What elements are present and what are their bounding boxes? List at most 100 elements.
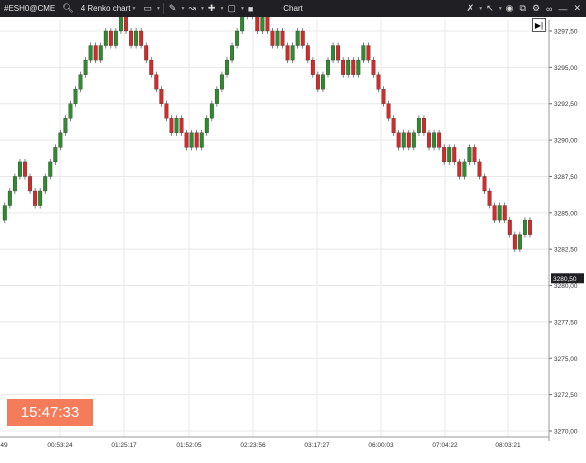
- brick-up: [113, 30, 118, 46]
- scroll-to-end-button[interactable]: ▶|: [532, 18, 546, 32]
- brick-down: [437, 132, 442, 148]
- chevron-down-icon[interactable]: ▼: [497, 5, 503, 12]
- brick-up: [411, 132, 416, 148]
- brick-down: [149, 59, 154, 75]
- brick-down: [442, 147, 447, 163]
- x-tick-label: 03:17:27: [304, 442, 330, 449]
- chevron-down-icon: ▼: [131, 5, 137, 12]
- toolbar-divider: [162, 3, 164, 14]
- chevron-down-icon[interactable]: ▼: [199, 5, 205, 12]
- chevron-down-icon[interactable]: ▼: [239, 5, 245, 12]
- brick-up: [361, 45, 366, 61]
- brick-up: [134, 30, 139, 46]
- candles-icon[interactable]: ▭: [143, 3, 152, 13]
- brick-down: [270, 30, 275, 46]
- brick-down: [376, 74, 381, 90]
- close-icon[interactable]: ✕: [573, 3, 581, 13]
- brick-down: [300, 30, 305, 46]
- brick-up: [43, 176, 48, 192]
- y-tick-label: 3282,50: [554, 247, 578, 254]
- brick-down: [305, 45, 310, 61]
- minimize-icon[interactable]: —: [558, 3, 568, 14]
- last-price-label: 3280,50: [553, 276, 577, 283]
- brick-down: [194, 132, 199, 148]
- chevron-down-icon[interactable]: ▼: [219, 5, 225, 12]
- brick-down: [23, 161, 27, 177]
- plot-background: [0, 20, 549, 437]
- square-icon[interactable]: ■: [247, 3, 254, 14]
- brick-down: [154, 74, 159, 90]
- brick-up: [517, 234, 522, 250]
- link-icon[interactable]: ∞: [546, 3, 553, 14]
- chevron-down-icon[interactable]: ▼: [180, 5, 186, 12]
- chevron-down-icon[interactable]: ▼: [155, 5, 161, 12]
- settings-icon[interactable]: ⚙: [531, 3, 541, 13]
- brick-down: [164, 103, 169, 119]
- brick-up: [432, 132, 436, 148]
- brick-up: [346, 59, 351, 75]
- brick-up: [230, 45, 234, 61]
- brick-down: [108, 30, 113, 46]
- brick-up: [240, 16, 245, 32]
- brick-up: [68, 103, 73, 119]
- brick-down: [265, 16, 270, 32]
- brick-up: [214, 89, 219, 104]
- line-chart-icon[interactable]: ↝: [188, 3, 196, 13]
- brick-up: [73, 89, 78, 104]
- crosshair-icon[interactable]: ✚: [207, 3, 216, 13]
- brick-up: [209, 103, 214, 119]
- brick-down: [507, 219, 512, 235]
- brick-down: [28, 176, 32, 192]
- brick-up: [447, 147, 452, 163]
- brick-down: [179, 118, 184, 133]
- y-tick-label: 3287,50: [554, 174, 578, 181]
- brick-up: [7, 190, 12, 206]
- brick-up: [467, 147, 472, 163]
- brick-up: [119, 16, 123, 32]
- brick-down: [472, 147, 477, 163]
- brick-up: [225, 59, 229, 75]
- brick-up: [98, 45, 103, 61]
- chevron-down-icon[interactable]: ▼: [478, 5, 484, 12]
- chart-type-selector[interactable]: 4 Renko chart ▼: [77, 0, 141, 17]
- chart-toolbar: #ESH0@CME 🔍︎ 4 Renko chart ▼ ▭ ▼ ✎ ▼ ↝ ▼…: [0, 0, 586, 17]
- brick-up: [2, 205, 7, 221]
- clock-time: 15:47:33: [20, 404, 80, 421]
- chart-type-label: 4 Renko chart: [80, 4, 131, 13]
- y-tick-label: 3275,00: [554, 356, 578, 363]
- brick-down: [33, 190, 38, 206]
- symbol-selector[interactable]: #ESH0@CME: [0, 0, 59, 17]
- brick-up: [48, 161, 53, 177]
- brick-down: [528, 219, 532, 235]
- y-tick-label: 3280,00: [554, 283, 578, 290]
- brick-up: [53, 147, 58, 163]
- brick-down: [280, 30, 285, 46]
- y-tick-label: 3277,50: [554, 319, 578, 326]
- search-icon[interactable]: 🔍︎: [62, 3, 74, 13]
- brick-up: [12, 176, 17, 192]
- brick-up: [295, 30, 300, 46]
- brick-up: [103, 30, 108, 46]
- brick-down: [427, 132, 431, 148]
- brick-down: [144, 45, 149, 61]
- copy-icon[interactable]: ⧉: [519, 3, 526, 13]
- brick-up: [462, 161, 467, 177]
- brick-down: [139, 30, 144, 46]
- cursor-icon[interactable]: ↖: [486, 3, 494, 13]
- brick-up: [189, 132, 194, 148]
- brick-up: [235, 30, 240, 46]
- brick-down: [477, 161, 482, 177]
- window-icon[interactable]: ▢: [227, 3, 236, 13]
- y-tick-label: 3270,00: [554, 429, 578, 436]
- magnet-icon[interactable]: ✗: [466, 3, 475, 13]
- camera-icon[interactable]: ◉: [505, 3, 514, 13]
- symbol-label: #ESH0@CME: [4, 4, 56, 13]
- y-tick-label: 3295,00: [554, 65, 578, 72]
- brick-down: [255, 16, 260, 32]
- pencil-icon[interactable]: ✎: [168, 3, 177, 13]
- window-controls: ✗ ▼ ↖ ▼ ◉ ⧉ ⚙ ∞ — ✕: [464, 0, 584, 17]
- brick-down: [386, 103, 391, 119]
- y-tick-label: 3290,00: [554, 138, 578, 145]
